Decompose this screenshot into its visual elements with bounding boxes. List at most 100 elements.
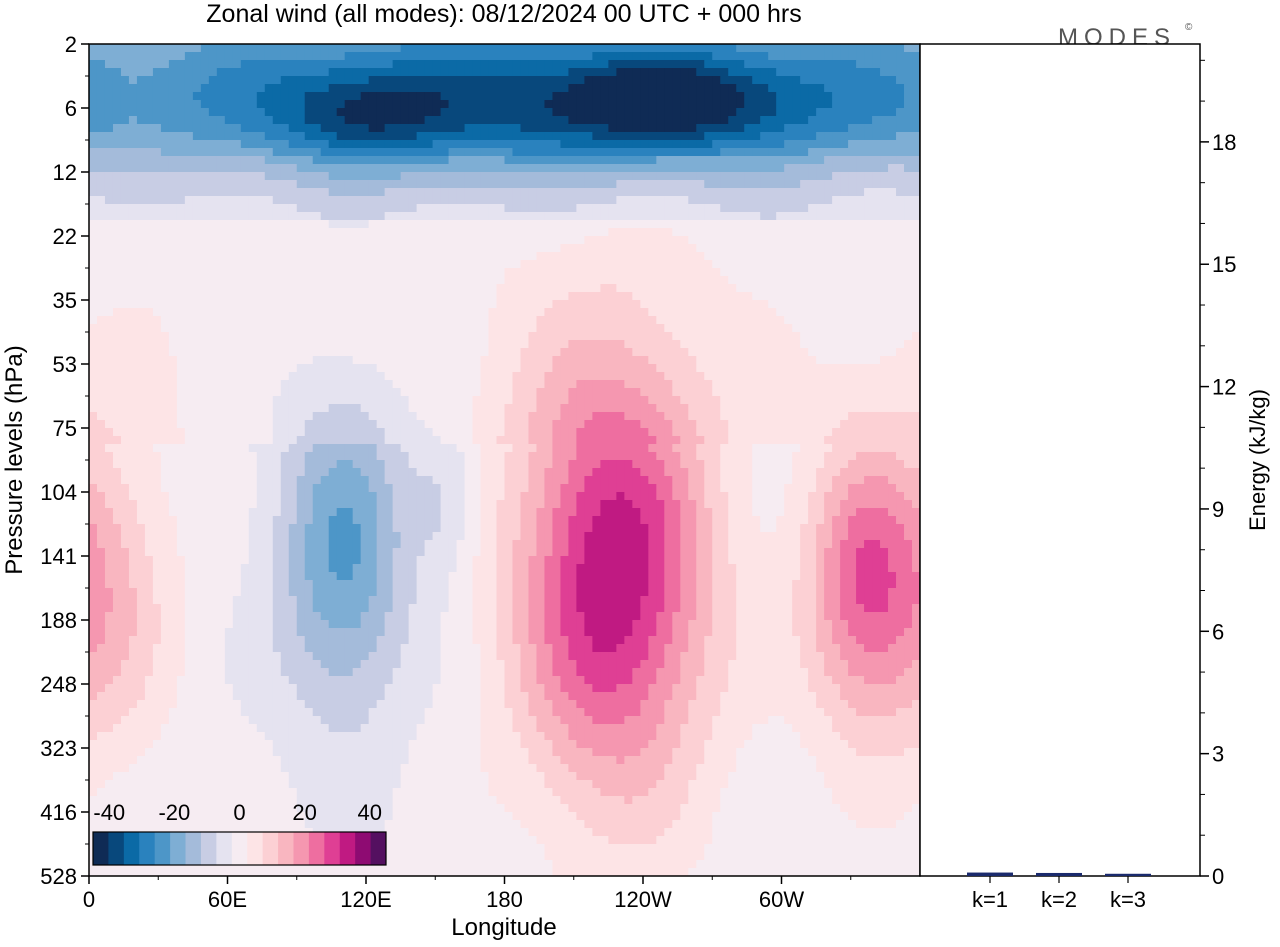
heatmap-cell <box>688 324 697 333</box>
heatmap-cell <box>104 396 114 405</box>
heatmap-cell <box>552 220 562 229</box>
heatmap-cell <box>504 308 514 317</box>
heatmap-cell <box>760 68 769 77</box>
heatmap-cell <box>752 60 761 69</box>
heatmap-cell <box>464 60 474 69</box>
heatmap-cell <box>536 364 546 373</box>
heatmap-cell <box>120 292 130 301</box>
heatmap-cell <box>912 404 920 413</box>
heatmap-cell <box>712 188 721 197</box>
heatmap-cell <box>472 348 482 357</box>
heatmap-cell <box>752 404 761 413</box>
heatmap-cell <box>432 324 442 333</box>
heatmap-cell <box>136 188 146 197</box>
heatmap-cell <box>376 60 386 69</box>
heatmap-cell <box>728 180 737 189</box>
heatmap-cell <box>448 420 458 429</box>
heatmap-cell <box>504 292 514 301</box>
heatmap-cell <box>864 276 873 285</box>
heatmap-cell <box>112 140 122 149</box>
heatmap-cell <box>848 396 857 405</box>
heatmap-cell <box>136 236 146 245</box>
heatmap-cell <box>128 332 138 341</box>
heatmap-cell <box>592 332 601 341</box>
heatmap-cell <box>224 44 234 53</box>
heatmap-cell <box>576 44 585 53</box>
heatmap-cell <box>512 412 522 421</box>
heatmap-cell <box>800 268 809 277</box>
heatmap-cell <box>104 148 114 157</box>
heatmap-cell <box>784 108 793 117</box>
heatmap-cell <box>632 204 641 213</box>
heatmap-cell <box>280 52 290 61</box>
heatmap-cell <box>344 148 354 157</box>
heatmap-cell <box>384 52 394 61</box>
heatmap-cell <box>112 308 122 317</box>
heatmap-cell <box>264 348 274 357</box>
heatmap-cell <box>832 372 841 381</box>
heatmap-cell <box>688 124 697 133</box>
heatmap-cell <box>144 372 154 381</box>
heatmap-cell <box>872 364 881 373</box>
heatmap-cell <box>160 324 170 333</box>
heatmap-cell <box>816 388 825 397</box>
heatmap-cell <box>656 276 665 285</box>
heatmap-cell <box>912 124 920 133</box>
heatmap-cell <box>560 284 570 293</box>
heatmap-cell <box>648 60 657 69</box>
heatmap-cell <box>112 116 122 125</box>
heatmap-cell <box>104 188 114 197</box>
heatmap-cell <box>240 44 250 53</box>
heatmap-cell <box>856 164 865 173</box>
heatmap-cell <box>696 92 705 101</box>
heatmap-cell <box>120 132 130 141</box>
heatmap-cell <box>808 92 817 101</box>
heatmap-cell <box>856 356 865 365</box>
heatmap-cell <box>89 92 98 101</box>
heatmap-cell <box>96 220 106 229</box>
heatmap-cell <box>872 228 881 237</box>
heatmap-cell <box>664 172 673 181</box>
heatmap-cell <box>104 124 114 133</box>
heatmap-cell <box>312 44 322 53</box>
heatmap-cell <box>720 196 729 205</box>
heatmap-cell <box>232 236 242 245</box>
heatmap-cell <box>408 188 418 197</box>
heatmap-cell <box>808 68 817 77</box>
heatmap-cell <box>120 172 130 181</box>
heatmap-cell <box>768 52 777 61</box>
heatmap-cell <box>632 292 641 301</box>
heatmap-cell <box>728 76 737 85</box>
heatmap-cell <box>280 148 290 157</box>
heatmap-cell <box>256 412 266 421</box>
heatmap-cell <box>104 100 114 109</box>
heatmap-cell <box>848 44 857 53</box>
heatmap-cell <box>824 244 833 253</box>
heatmap-cell <box>176 404 186 413</box>
heatmap-cell <box>368 124 378 133</box>
heatmap-cell <box>96 308 106 317</box>
heatmap-cell <box>136 284 146 293</box>
heatmap-cell <box>600 92 609 101</box>
heatmap-cell <box>560 340 570 349</box>
heatmap-cell <box>576 164 585 173</box>
heatmap-cell <box>312 220 322 229</box>
heatmap-cell <box>888 140 897 149</box>
heatmap-cell <box>776 164 785 173</box>
heatmap-cell <box>416 356 426 365</box>
heatmap-cell <box>296 356 306 365</box>
heatmap-cell <box>96 60 106 69</box>
heatmap-cell <box>160 404 170 413</box>
heatmap-cell <box>368 372 378 381</box>
heatmap-cell <box>896 388 905 397</box>
heatmap-cell <box>624 196 633 205</box>
heatmap-cell <box>328 372 338 381</box>
heatmap-cell <box>320 292 330 301</box>
heatmap-cell <box>280 236 290 245</box>
heatmap-cell <box>89 164 98 173</box>
heatmap-cell <box>520 100 530 109</box>
heatmap-cell <box>776 180 785 189</box>
heatmap-cell <box>560 252 570 261</box>
heatmap-cell <box>560 204 570 213</box>
heatmap-cell <box>112 60 122 69</box>
